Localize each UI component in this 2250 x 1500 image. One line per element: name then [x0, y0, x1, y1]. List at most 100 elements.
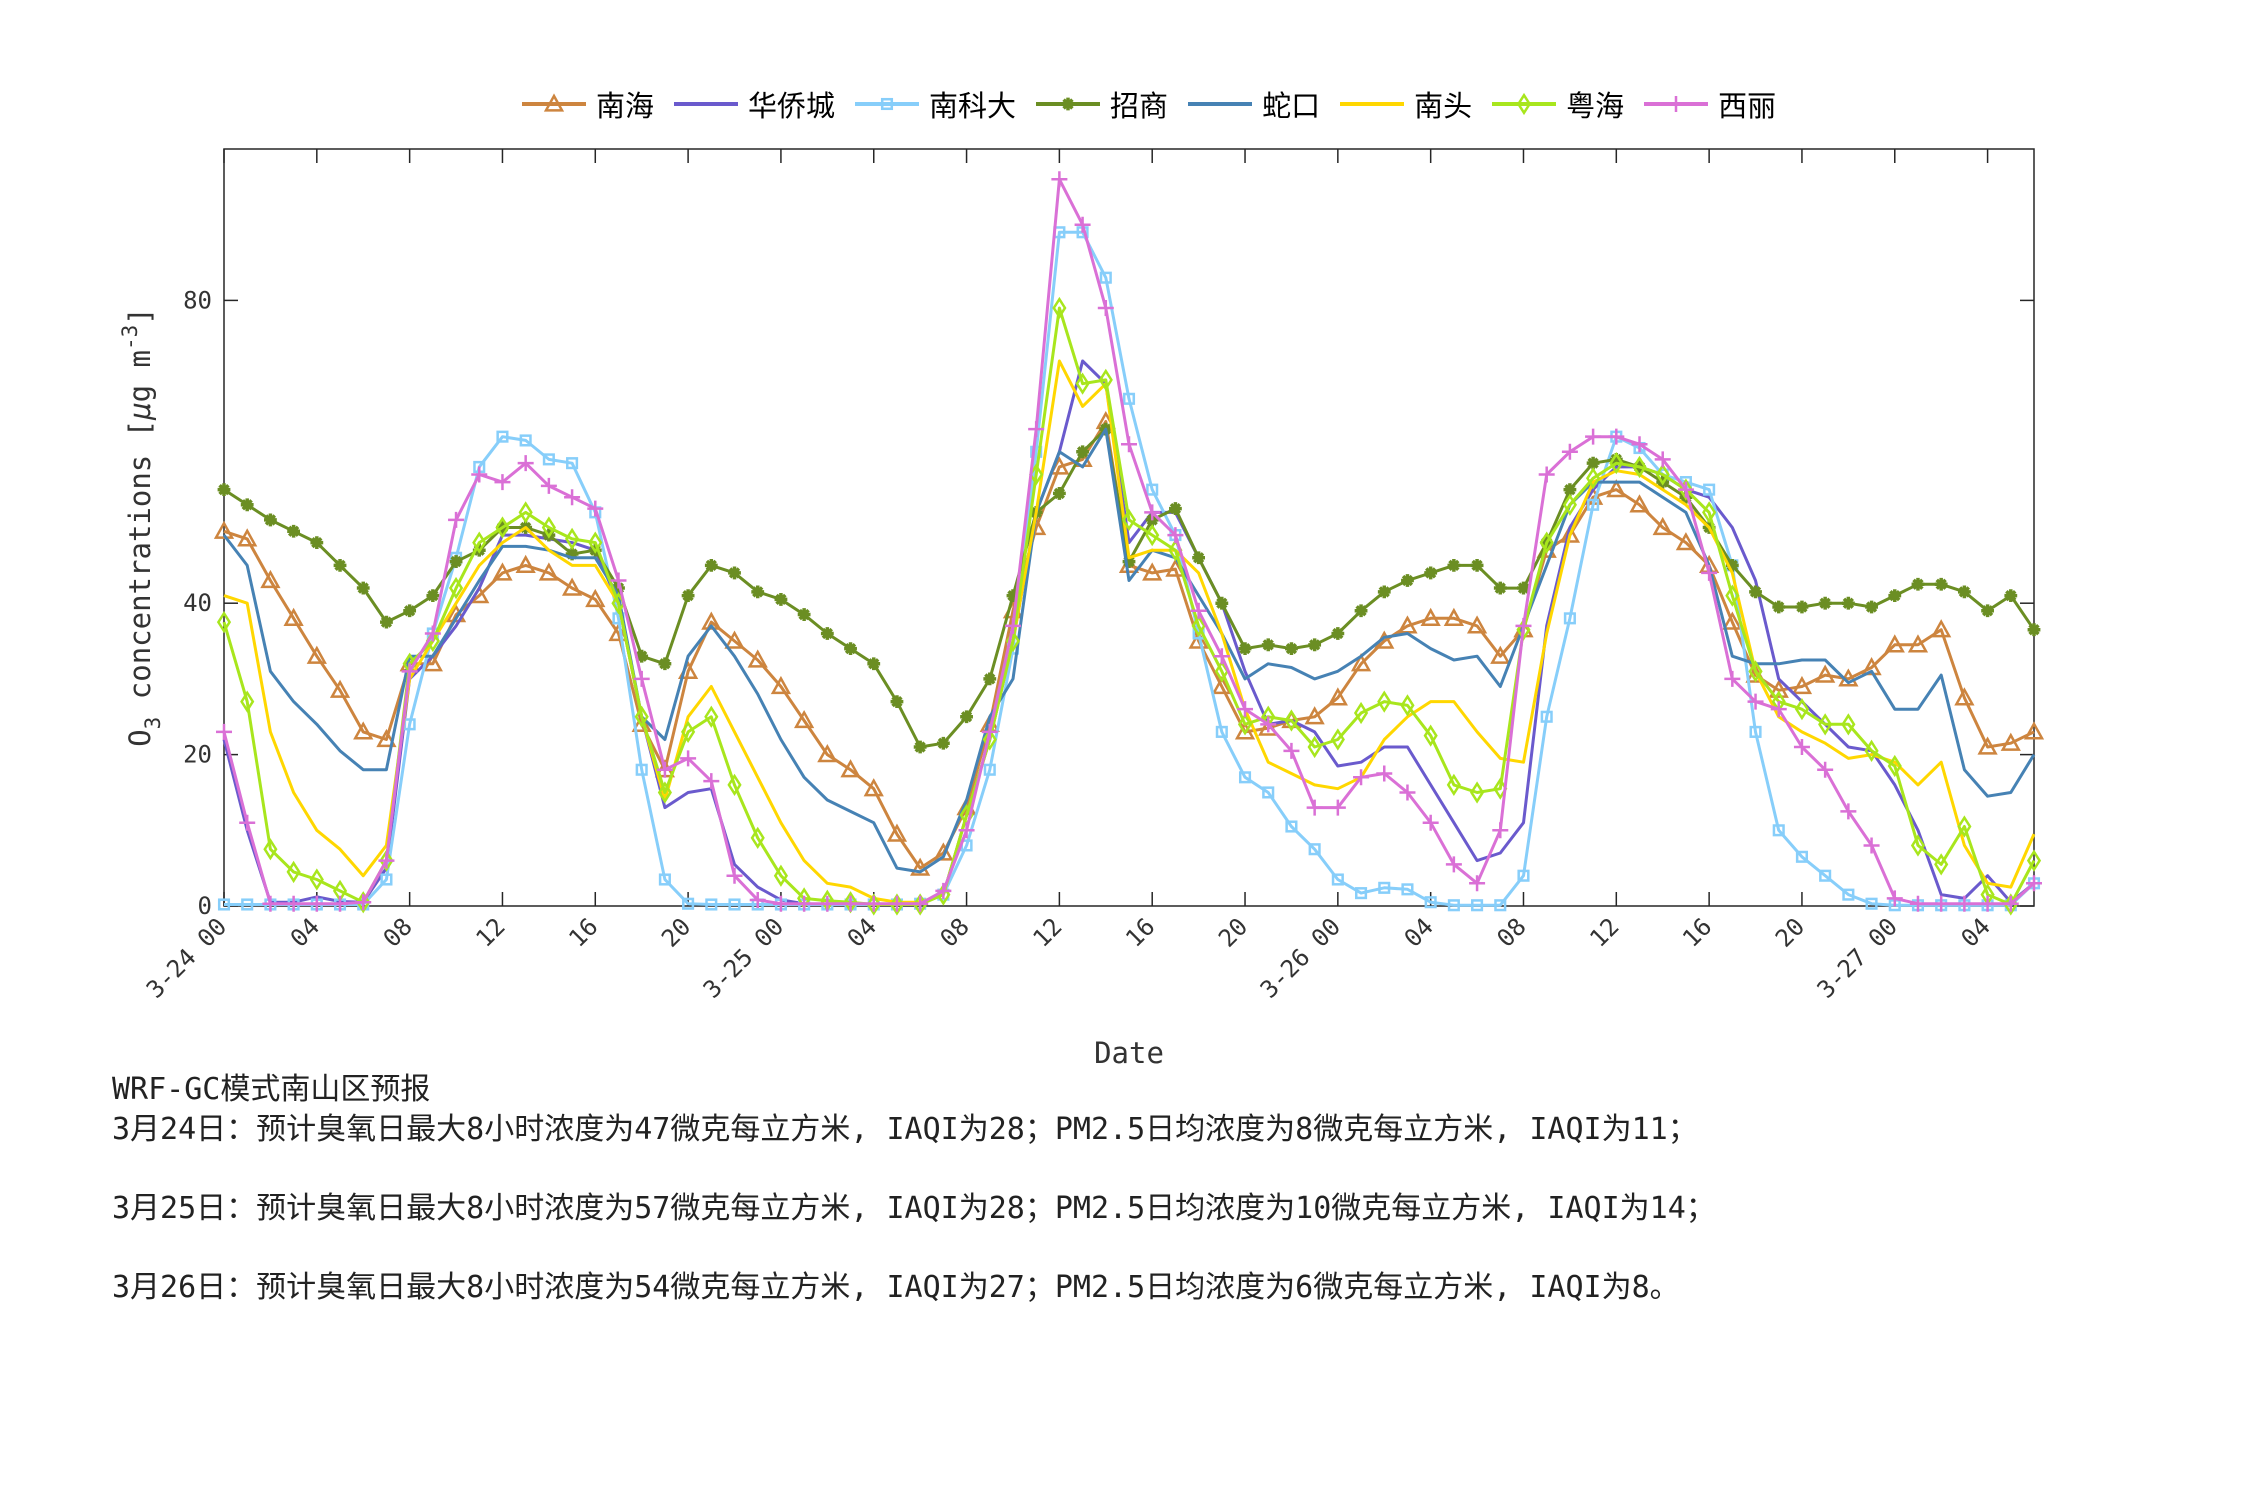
- data-point: [1631, 436, 1648, 453]
- legend-swatch-icon: [1644, 96, 1709, 112]
- data-point: [1188, 630, 1209, 649]
- data-point: [913, 740, 927, 754]
- data-point: [353, 721, 374, 740]
- legend-swatch-icon: [1036, 97, 1101, 111]
- legend-label: 粤海: [1566, 89, 1625, 123]
- data-point: [1234, 721, 1256, 740]
- series-line: [222, 427, 2036, 874]
- data-point: [819, 895, 836, 912]
- data-point: [1422, 814, 1439, 831]
- legend-label: 南海: [596, 89, 655, 123]
- data-point: [1586, 456, 1600, 470]
- legend-label: 招商: [1110, 89, 1169, 123]
- data-point: [566, 457, 579, 470]
- data-point: [1445, 856, 1462, 873]
- data-point: [681, 589, 695, 603]
- data-point: [886, 823, 908, 842]
- data-point: [332, 895, 349, 912]
- series-line: [222, 359, 2035, 906]
- data-point: [217, 483, 231, 497]
- data-point: [1447, 558, 1461, 572]
- data-point: [287, 524, 301, 538]
- data-point: [1954, 687, 1975, 706]
- data-point: [2027, 623, 2041, 637]
- x-tick-label: 20: [1213, 912, 1253, 952]
- data-point: [1122, 555, 1136, 568]
- legend-item: 西丽: [1642, 83, 1776, 125]
- data-point: [1772, 600, 1786, 614]
- data-point: [379, 849, 394, 872]
- data-point: [1285, 820, 1298, 833]
- y-tick-label: 0: [198, 892, 212, 920]
- data-point: [1840, 803, 1857, 820]
- data-point: [1262, 786, 1275, 799]
- data-point: [378, 852, 395, 869]
- data-point: [285, 895, 302, 912]
- data-point: [1329, 799, 1346, 816]
- series-2: [222, 359, 2035, 906]
- x-tick-label: 20: [1770, 912, 1810, 952]
- data-point: [1051, 171, 1068, 188]
- legend-swatch-icon: [674, 102, 739, 106]
- data-point: [960, 710, 973, 724]
- data-point: [1144, 504, 1161, 521]
- data-point: [240, 690, 255, 713]
- data-point: [1004, 617, 1021, 634]
- data-point: [1304, 706, 1325, 725]
- data-point: [1772, 824, 1785, 837]
- data-point: [1563, 483, 1577, 497]
- data-point: [1517, 92, 1532, 116]
- data-point: [286, 860, 301, 884]
- series-line: [223, 359, 2036, 904]
- data-point: [2004, 589, 2018, 603]
- data-point: [1401, 574, 1414, 587]
- data-point: [1190, 602, 1207, 619]
- data-point: [216, 723, 232, 740]
- legend-item: 粤海: [1490, 83, 1624, 125]
- data-point: [1747, 693, 1764, 710]
- data-point: [1606, 479, 1627, 498]
- data-point: [356, 581, 370, 595]
- data-point: [863, 778, 884, 797]
- y-tick-label: 80: [183, 286, 212, 314]
- data-point: [1795, 850, 1808, 863]
- legend-item: 华侨城: [672, 83, 835, 125]
- data-point: [1466, 615, 1488, 634]
- x-tick-label: 04: [285, 912, 325, 952]
- data-point: [1977, 736, 1998, 755]
- data-point: [1401, 883, 1414, 896]
- data-point: [936, 736, 950, 750]
- data-point: [773, 864, 789, 887]
- legend: 南海 华侨城 南科大 招商 蛇口 南头 粤海 西丽: [520, 84, 1794, 124]
- data-point: [867, 657, 881, 671]
- data-point: [472, 531, 487, 554]
- data-point: [840, 759, 861, 778]
- data-point: [515, 554, 536, 573]
- data-point: [1169, 502, 1182, 515]
- x-tick-label: 16: [1677, 912, 1717, 952]
- data-point: [1722, 611, 1743, 630]
- data-point: [2002, 895, 2019, 912]
- data-point: [1146, 483, 1159, 496]
- data-point: [1819, 869, 1832, 882]
- data-point: [1887, 754, 1902, 778]
- data-point: [657, 781, 672, 804]
- data-point: [1609, 452, 1624, 475]
- data-point: [1842, 888, 1855, 901]
- data-point: [1306, 799, 1323, 816]
- data-point: [333, 558, 347, 572]
- data-point: [1191, 614, 1206, 638]
- data-point: [1238, 642, 1252, 656]
- series-6: [223, 359, 2036, 904]
- data-point: [1724, 670, 1741, 687]
- data-point: [283, 607, 304, 626]
- data-point: [263, 838, 278, 861]
- data-point: [770, 675, 792, 695]
- x-tick-label: 12: [470, 912, 510, 952]
- data-point: [1910, 834, 1926, 857]
- data-point: [1469, 875, 1486, 892]
- data-point: [1261, 638, 1275, 652]
- data-point: [1539, 531, 1554, 554]
- data-point: [216, 610, 232, 634]
- data-point: [703, 773, 720, 790]
